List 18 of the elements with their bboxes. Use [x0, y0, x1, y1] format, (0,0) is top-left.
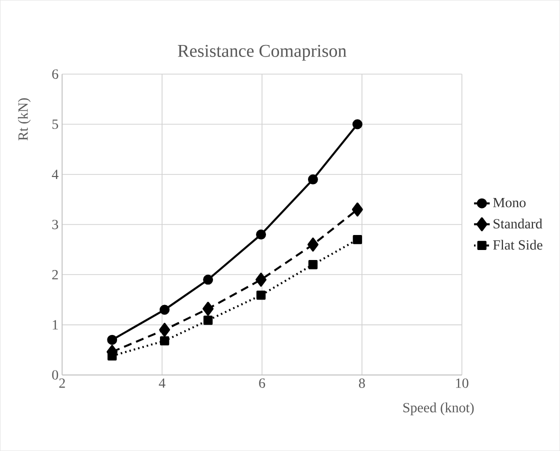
x-tick-label: 2 — [59, 378, 65, 388]
y-tick-label: 6 — [52, 69, 58, 79]
y-tick-label: 0 — [52, 370, 58, 380]
legend-label: Flat Side — [493, 240, 542, 250]
legend-label: Standard — [494, 218, 542, 228]
chart-title: Resistance Comaprison — [178, 44, 346, 61]
x-tick-label: 8 — [358, 378, 365, 388]
y-tick-label: 1 — [52, 320, 58, 330]
x-axis-title: Speed (knot) — [403, 402, 474, 416]
y-axis-title: Rt (kN) — [18, 98, 31, 140]
y-tick-label: 2 — [52, 270, 58, 280]
y-tick-label: 4 — [52, 170, 58, 179]
legend-label: Mono — [493, 198, 526, 208]
x-tick-label: 6 — [259, 378, 266, 388]
y-tick-label: 3 — [52, 220, 58, 230]
x-tick-label: 4 — [158, 378, 166, 388]
x-tick-label: 10 — [456, 378, 468, 388]
y-tick-label: 5 — [52, 120, 58, 129]
